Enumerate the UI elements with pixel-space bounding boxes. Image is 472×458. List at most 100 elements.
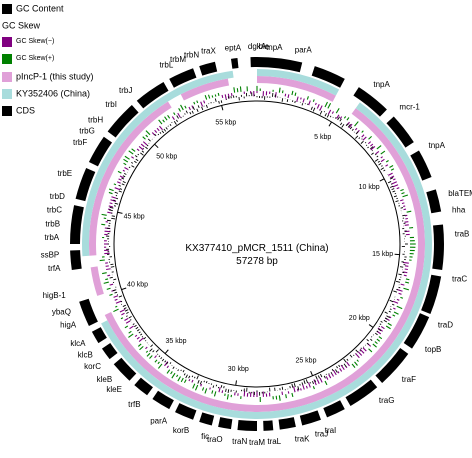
gc-content-bar [389, 308, 392, 310]
cds-block [278, 417, 296, 430]
gc-content-bar [335, 117, 337, 119]
gc-content-bar [389, 185, 394, 188]
gc-content-bar [123, 307, 127, 310]
gc-skew-bar [354, 121, 359, 127]
gc-skew-bar [164, 116, 168, 121]
gc-content-bar [293, 383, 296, 388]
gc-content-bar [227, 389, 230, 394]
gc-content-bar [132, 323, 135, 325]
gc-content-bar [184, 113, 186, 115]
plasmid-length: 57278 bp [236, 256, 278, 267]
cds-block [152, 390, 174, 410]
gc-content-bar [220, 384, 223, 388]
legend-label: GC Skew [2, 20, 41, 31]
gene-label: traN [232, 437, 247, 446]
gc-skew-bar [178, 108, 181, 112]
gc-content-bar [303, 380, 306, 385]
gc-content-bar [161, 130, 165, 134]
gc-skew-bar [128, 333, 134, 338]
gc-skew-bar [302, 98, 305, 103]
gc-skew-bar [343, 116, 347, 119]
gene-label: traF [402, 375, 416, 384]
gc-skew-bar [149, 355, 153, 359]
gc-content-bar [380, 167, 385, 170]
gc-content-bar [286, 99, 289, 103]
pincp1-block [180, 78, 230, 101]
gc-skew-bar [372, 343, 377, 348]
gc-skew-bar [221, 390, 224, 394]
gene-labels: parA tnpA mcr-1 tnpA blaTEM hha traB traC traD to… [41, 42, 472, 447]
gc-content-bar [220, 100, 223, 103]
gc-content-bar [161, 358, 165, 362]
gc-content-bar [185, 110, 188, 114]
gc-skew-bar [296, 96, 299, 102]
gc-skew-bar [401, 202, 405, 205]
gc-skew-bar [331, 373, 334, 377]
gene-label: dgkA [248, 42, 267, 51]
gc-content-bar [384, 311, 388, 314]
gc-skew-bar [158, 119, 163, 125]
cds-block [134, 377, 153, 396]
gene-label: trbA [44, 233, 59, 242]
gc-content-bar [191, 375, 194, 378]
gc-content-bar [113, 278, 117, 281]
gene-label: topB [425, 345, 441, 354]
gc-skew-bar [387, 172, 393, 176]
gc-skew-bar [239, 86, 242, 92]
gc-skew-bar [361, 130, 364, 133]
gene-label: kleB [97, 375, 113, 384]
gc-content-bar [152, 350, 155, 353]
gc-content-bar [351, 128, 354, 131]
gc-skew-bar [176, 374, 179, 378]
gc-skew-bar [356, 359, 359, 362]
gc-skew-bar [119, 175, 124, 179]
gc-skew-pos-swatch [2, 54, 12, 64]
tick-label: 5 kbp [314, 134, 331, 141]
gc-skew-bar [134, 334, 138, 337]
gc-skew-bar [402, 194, 409, 198]
gc-content-bar [143, 336, 147, 340]
ky352406-block [257, 69, 340, 96]
gene-label: trbF [73, 138, 87, 147]
tick-mark [121, 287, 127, 291]
gc-content-bar [201, 106, 204, 111]
gc-content-bar [169, 362, 172, 364]
gc-content-bar [205, 381, 208, 384]
gc-skew-bar [204, 388, 208, 394]
gc-skew-bar [335, 108, 340, 114]
gc-content-bar [140, 152, 144, 156]
gc-content-bar [329, 115, 332, 118]
gc-content-bar [343, 358, 347, 363]
gc-skew-bar [355, 352, 360, 359]
gc-skew-bar [139, 345, 144, 351]
gc-content-bar [376, 330, 379, 333]
gc-skew-bar [357, 351, 363, 356]
gc-content-bar [157, 353, 159, 355]
gc-skew-bar [115, 305, 118, 308]
plasmid-name: KX377410_pMCR_1511 (China) [185, 243, 328, 254]
gc-skew-bar [291, 392, 294, 398]
gc-skew-bar [191, 105, 194, 109]
gc-content-bar [370, 146, 374, 150]
gc-content-bar [386, 315, 390, 318]
cds-block [426, 189, 442, 214]
gene-label: trbE [57, 169, 72, 178]
gene-label: traM [249, 438, 265, 447]
gc-content-bar [374, 332, 378, 336]
tick-label: 40 kbp [127, 282, 148, 289]
gc-content-bar [108, 209, 113, 212]
gc-skew-bar [307, 382, 311, 388]
gene-label: traK [295, 434, 310, 443]
gc-content-bar [376, 155, 379, 158]
legend: GC Content GC Skew GC Skew(−) GC Skew(+)… [2, 2, 127, 121]
gc-skew-bar [312, 99, 315, 102]
gc-skew-bar [106, 287, 111, 290]
gc-skew-bar [159, 125, 163, 131]
gc-skew-bar [109, 202, 113, 205]
gc-content-bar [364, 142, 367, 144]
gc-skew-bar [173, 112, 176, 116]
gc-content-bar [111, 215, 115, 217]
gc-skew-bar [115, 300, 122, 304]
gc-skew-bar [137, 343, 142, 347]
gc-skew-bar [285, 394, 287, 399]
